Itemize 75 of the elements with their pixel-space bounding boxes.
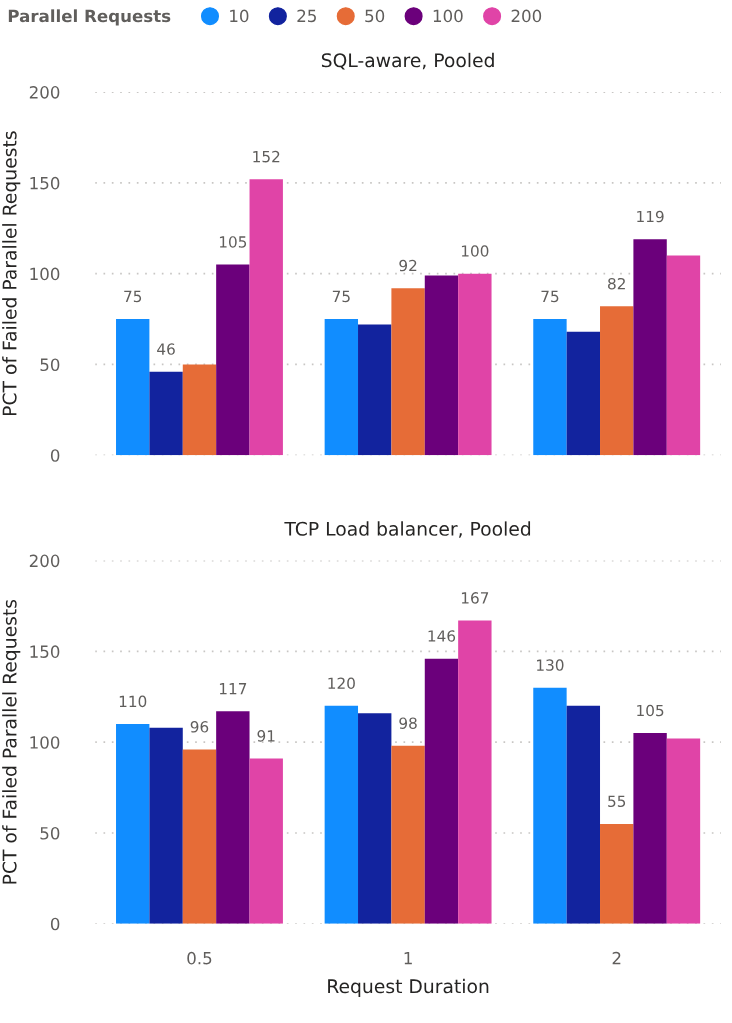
legend-label: 50: [365, 9, 385, 23]
bar: [600, 823, 634, 924]
data-label: 91: [257, 730, 275, 742]
bar: [358, 324, 392, 456]
x-tick-label: 1: [404, 952, 412, 965]
x-axis-title: Request Duration: [328, 978, 489, 997]
data-label: 75: [332, 290, 350, 303]
bar: [600, 306, 634, 456]
data-label: 117: [219, 683, 247, 695]
y-tick-label: 200: [29, 554, 60, 568]
bar: [566, 331, 601, 456]
bar: [533, 687, 567, 924]
data-label: 110: [119, 695, 147, 708]
legend-title: Parallel Requests: [8, 9, 171, 26]
chart-title: TCP Load balancer, Pooled: [284, 521, 531, 538]
legend-label: 10: [230, 9, 249, 23]
legend-label: 100: [433, 9, 463, 23]
data-label: 105: [219, 236, 247, 248]
y-tick-label: 50: [40, 358, 60, 372]
y-tick-label: 0: [50, 449, 60, 462]
bar: [149, 371, 183, 456]
y-tick-label: 150: [30, 645, 60, 658]
y-tick-label: 100: [30, 736, 60, 749]
bar: [633, 733, 667, 924]
data-label: 146: [428, 630, 456, 642]
x-tick-label: 0.5: [187, 951, 212, 965]
x-tick-label: 2: [612, 951, 621, 965]
data-label: 100: [461, 245, 489, 257]
y-tick-label: 100: [30, 267, 60, 281]
bar: [458, 273, 492, 456]
data-label: 152: [253, 150, 280, 163]
data-label: 120: [328, 677, 355, 690]
bar: [116, 319, 150, 456]
bar: [424, 275, 459, 456]
bar: [666, 255, 701, 456]
bar: [249, 758, 283, 924]
bar: [182, 364, 217, 456]
bar: [216, 264, 250, 456]
data-label: 82: [608, 277, 625, 290]
data-label: 130: [537, 659, 564, 671]
data-label: 98: [399, 717, 417, 729]
bar: [249, 179, 283, 456]
bar: [358, 713, 392, 924]
data-label: 55: [608, 795, 626, 808]
legend-label: 200: [511, 9, 542, 23]
y-axis-title: PCT of Failed Parallel Requests: [2, 131, 21, 416]
bar: [533, 319, 567, 456]
y-tick-label: 0: [50, 917, 60, 931]
bar: [391, 745, 425, 924]
data-label: 119: [637, 210, 664, 223]
bar: [458, 620, 492, 924]
bar: [424, 658, 459, 924]
bar: [149, 727, 183, 924]
data-label: 75: [541, 290, 559, 303]
bar: [666, 738, 701, 924]
data-label: 105: [637, 704, 664, 717]
legend-label: 25: [297, 9, 316, 23]
y-axis-title: PCT of Failed Parallel Requests: [2, 599, 21, 884]
bar: [633, 239, 667, 456]
bar: [116, 724, 150, 924]
bar: [216, 711, 250, 924]
data-label: 96: [190, 721, 209, 733]
bar: [324, 319, 359, 456]
data-label: 92: [399, 259, 417, 272]
y-tick-label: 50: [40, 826, 60, 840]
y-tick-label: 200: [29, 86, 60, 99]
data-label: 46: [157, 343, 175, 355]
bar: [182, 749, 217, 924]
bar: [324, 705, 359, 924]
y-tick-label: 150: [30, 176, 60, 190]
data-label: 75: [124, 290, 142, 303]
bar: [566, 705, 601, 924]
data-label: 167: [461, 592, 489, 604]
chart-title: SQL-aware, Pooled: [321, 52, 494, 70]
bar: [391, 288, 425, 456]
